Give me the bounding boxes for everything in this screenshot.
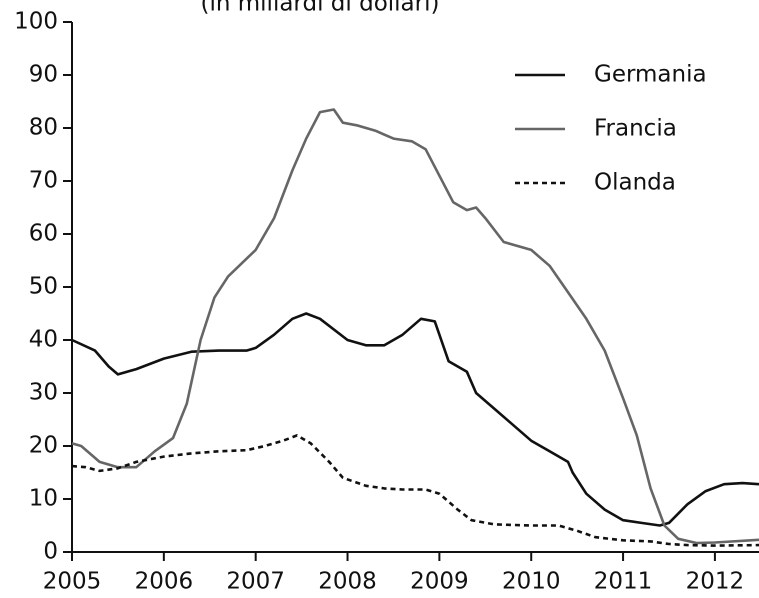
y-tick-label: 60	[29, 221, 58, 247]
series-line	[71, 434, 759, 547]
x-tick-label: 2005	[43, 569, 102, 595]
x-tick-label: 2011	[594, 569, 653, 595]
y-tick-label: 70	[29, 168, 58, 194]
y-tick-label: 100	[14, 9, 58, 35]
legend-label: Francia	[594, 116, 677, 142]
y-tick-label: 80	[29, 115, 58, 141]
x-tick-label: 2010	[502, 569, 561, 595]
y-tick-label: 30	[29, 380, 58, 406]
y-tick-label: 90	[29, 62, 58, 88]
x-tick-label: 2009	[410, 569, 469, 595]
series-line	[71, 312, 759, 527]
y-tick-label: 10	[29, 486, 58, 512]
x-tick-label: 2012	[686, 569, 745, 595]
legend-label: Germania	[594, 62, 707, 88]
y-tick-label: 50	[29, 274, 58, 300]
y-tick-label: 40	[29, 327, 58, 353]
legend-label: Olanda	[594, 170, 676, 196]
x-tick-label: 2006	[135, 569, 194, 595]
series-line	[71, 108, 759, 545]
chart-subtitle: (in miliardi di dollari)	[201, 0, 440, 17]
x-tick-label: 2008	[318, 569, 377, 595]
y-tick-label: 0	[43, 539, 58, 565]
y-tick-label: 20	[29, 433, 58, 459]
x-tick-label: 2007	[226, 569, 285, 595]
